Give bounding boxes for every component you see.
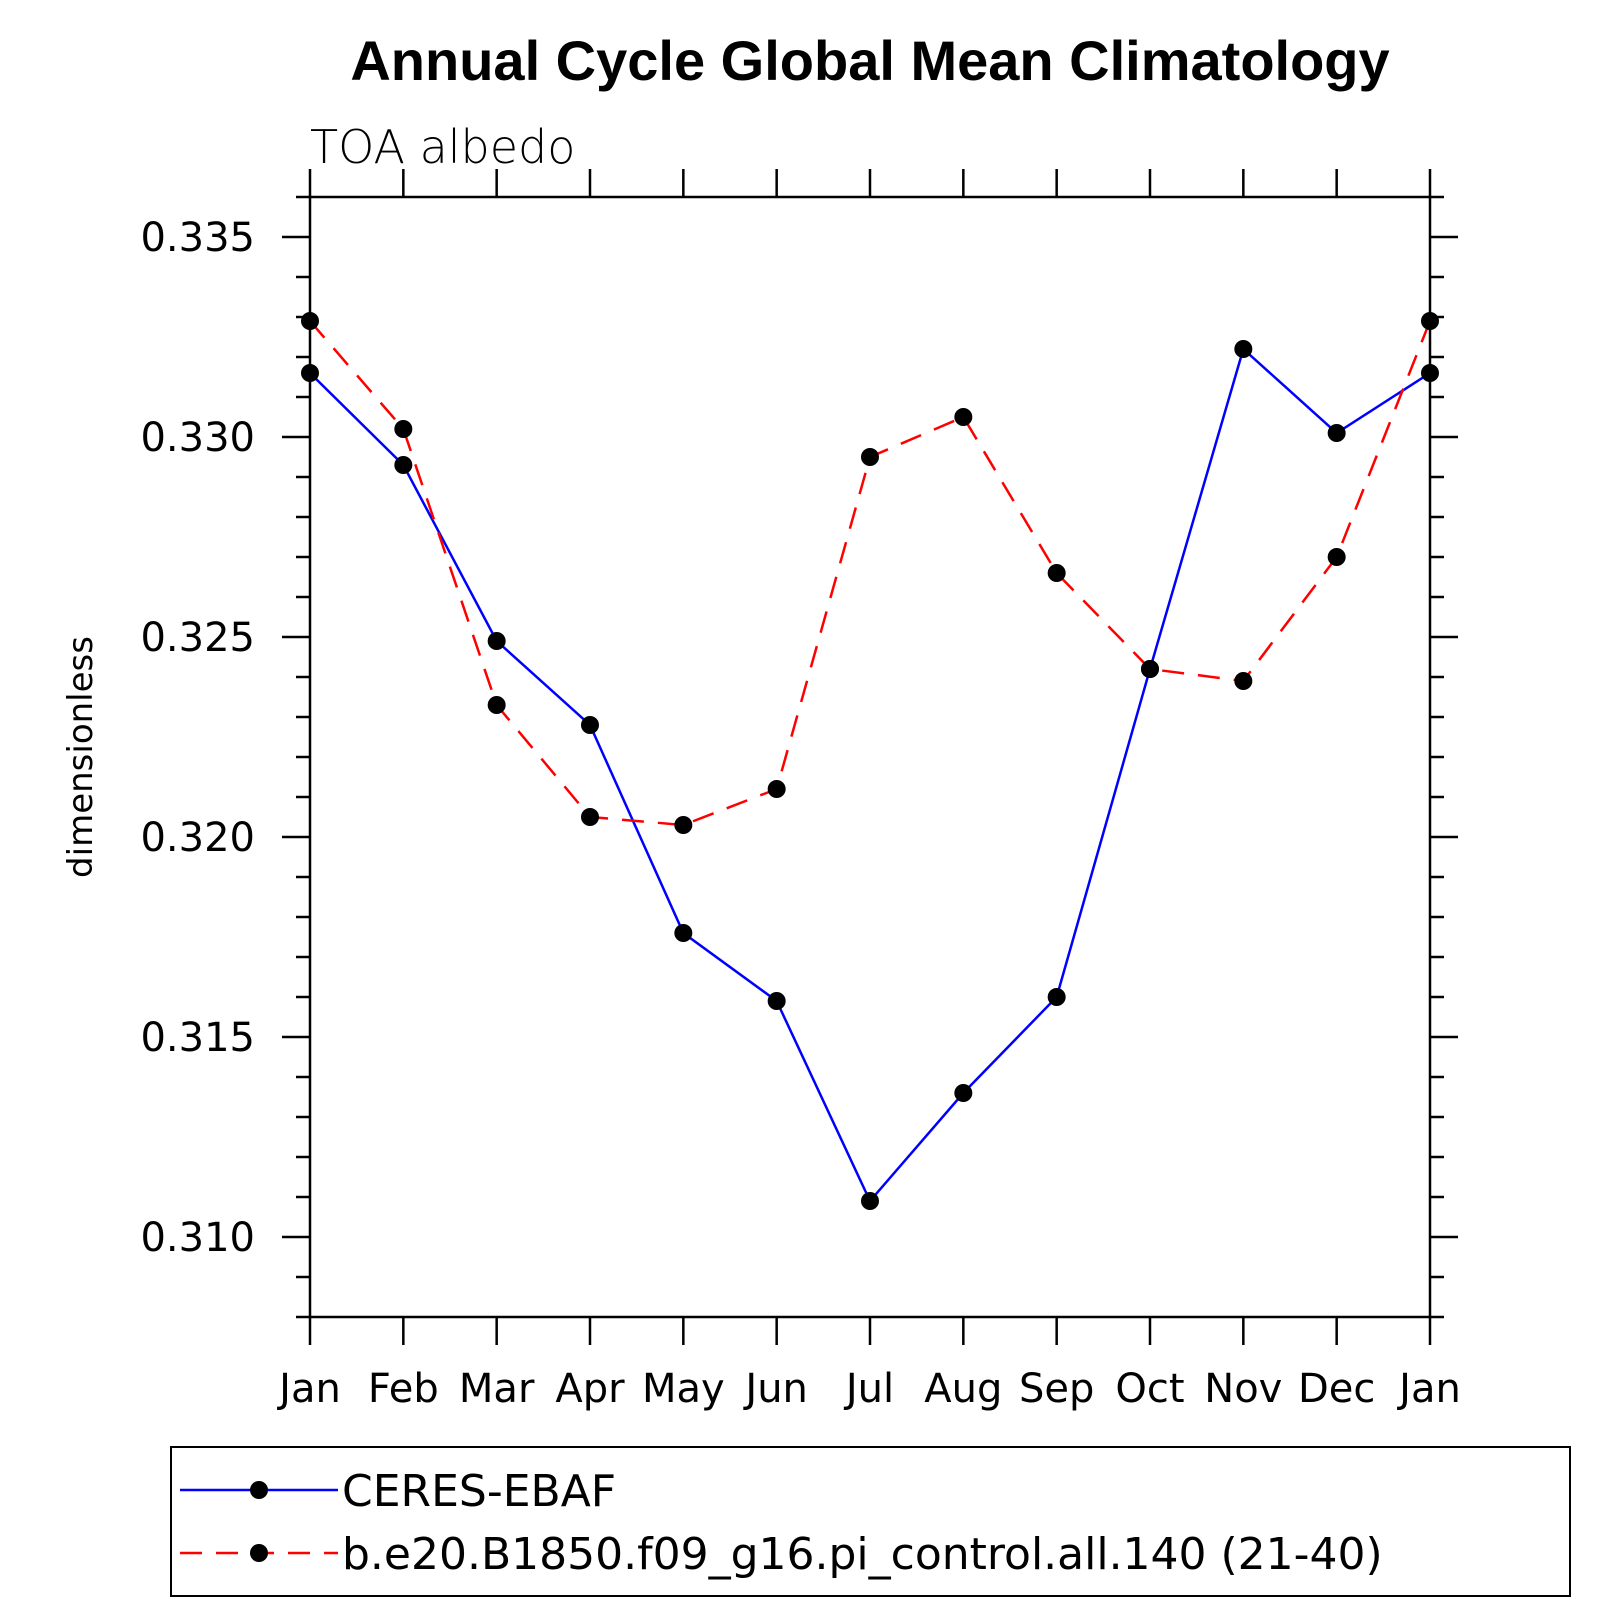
legend-label-1: b.e20.B1850.f09_g16.pi_control.all.140 (… — [342, 1529, 1383, 1580]
data-point-series-0 — [1234, 340, 1253, 358]
series-line-0 — [309, 346, 1431, 1204]
x-tick-label: Nov — [1204, 1366, 1282, 1412]
series-layer — [301, 312, 1439, 1210]
data-point-series-1 — [301, 312, 319, 330]
x-tick-label: Aug — [924, 1366, 1002, 1412]
data-point-series-1 — [1327, 548, 1346, 566]
data-point-series-0 — [394, 456, 413, 474]
axis-ticks — [282, 169, 1458, 1345]
legend-marker-1 — [250, 1544, 268, 1562]
data-point-series-1 — [1141, 660, 1159, 678]
series-line-1 — [309, 320, 1432, 827]
data-point-series-1 — [581, 808, 599, 826]
chart-title: Annual Cycle Global Mean Climatology — [350, 29, 1389, 92]
y-axis-label: dimensionless — [61, 636, 101, 878]
y-tick-label: 0.335 — [140, 215, 255, 261]
data-point-series-0 — [487, 632, 506, 650]
y-tick-label: 0.310 — [140, 1215, 255, 1261]
x-tick-label: Jan — [276, 1366, 341, 1412]
x-tick-label: Jan — [1396, 1366, 1461, 1412]
y-tick-label: 0.320 — [140, 815, 255, 861]
data-point-series-0 — [674, 924, 693, 942]
data-point-series-1 — [394, 420, 413, 438]
data-point-series-0 — [301, 364, 319, 382]
y-tick-label: 0.330 — [140, 415, 255, 461]
y-tick-label: 0.325 — [140, 615, 255, 661]
x-tick-labels: Jan Feb Mar Apr May Jun Jul Aug Sep Oct Nov Dec Jan — [276, 1366, 1461, 1412]
x-tick-label: Feb — [368, 1366, 439, 1412]
data-point-series-1 — [861, 448, 879, 466]
data-point-series-0 — [1327, 424, 1346, 442]
plot-frame — [308, 195, 1432, 1319]
x-tick-label: Mar — [459, 1366, 535, 1412]
x-tick-label: Jun — [742, 1366, 808, 1412]
x-tick-label: Sep — [1019, 1366, 1094, 1412]
y-tick-labels: 0.310 0.315 0.320 0.325 0.330 0.335 — [140, 215, 255, 1261]
chart-subtitle: TOA albedo — [310, 120, 575, 174]
x-tick-label: May — [642, 1366, 725, 1412]
data-point-series-1 — [767, 780, 786, 798]
data-point-series-0 — [767, 992, 786, 1010]
legend: CERES-EBAF b.e20.B1850.f09_g16.pi_control… — [170, 1446, 1571, 1597]
x-tick-label: Dec — [1298, 1366, 1375, 1412]
x-tick-label: Jul — [843, 1366, 894, 1412]
data-point-series-1 — [1234, 672, 1253, 690]
legend-box — [170, 1446, 1571, 1597]
data-point-series-1 — [487, 696, 506, 714]
legend-marker-0 — [250, 1481, 268, 1499]
data-point-series-0 — [581, 716, 599, 734]
data-point-series-0 — [1421, 364, 1439, 382]
data-point-series-1 — [1047, 564, 1066, 582]
data-point-series-0 — [1047, 988, 1066, 1006]
data-point-series-0 — [861, 1192, 879, 1210]
data-point-series-1 — [674, 816, 693, 834]
x-tick-label: Oct — [1115, 1366, 1184, 1412]
legend-label-0: CERES-EBAF — [342, 1466, 616, 1517]
data-point-series-1 — [954, 408, 973, 426]
x-tick-label: Apr — [555, 1366, 625, 1412]
data-point-series-0 — [954, 1084, 973, 1102]
y-tick-label: 0.315 — [140, 1015, 255, 1061]
data-point-series-1 — [1421, 312, 1439, 330]
